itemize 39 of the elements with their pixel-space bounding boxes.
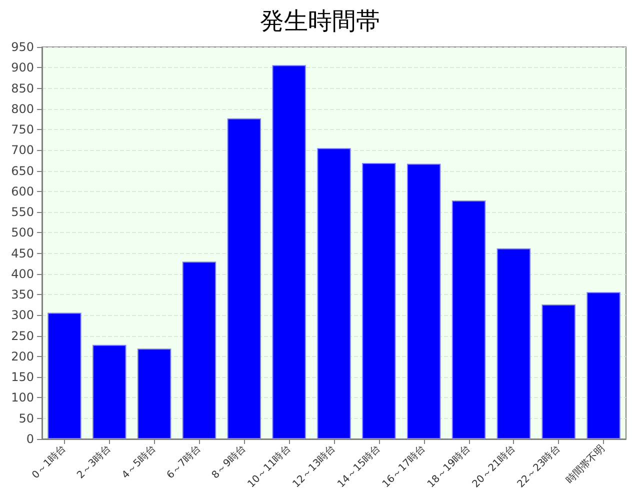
y-tick-label: 200 — [11, 349, 34, 364]
bar — [586, 292, 620, 439]
bar — [48, 312, 82, 439]
x-tick-label: 14～15時台 — [335, 442, 383, 490]
y-tick-label: 550 — [11, 205, 34, 220]
y-tick-label: 500 — [11, 226, 34, 240]
bar — [272, 65, 306, 439]
x-tick-label: 時間帯不明 — [564, 442, 608, 486]
y-tick-label: 950 — [11, 40, 34, 54]
y-tick-label: 600 — [11, 184, 34, 198]
y-tick-label: 900 — [11, 60, 34, 75]
y-tick-label: 700 — [11, 143, 34, 158]
bar — [227, 118, 261, 439]
bar — [407, 164, 441, 439]
bar — [452, 200, 486, 439]
bar — [92, 344, 126, 439]
bar — [317, 148, 351, 439]
y-tick-label: 850 — [11, 81, 34, 96]
bar — [182, 262, 216, 439]
y-tick-label: 350 — [11, 288, 34, 302]
y-tick-label: 50 — [18, 411, 34, 426]
x-tick-label: 12～13時台 — [290, 442, 338, 490]
y-tick-label: 300 — [11, 308, 34, 322]
x-tick-label: 2～3時台 — [74, 442, 114, 482]
bar — [542, 304, 576, 439]
bar — [496, 248, 531, 439]
chart-title: 発生時間帯 — [260, 7, 380, 35]
y-tick-label: 800 — [11, 102, 34, 116]
bar — [362, 162, 396, 439]
y-tick-label: 250 — [11, 328, 34, 343]
x-tick-label: 4～5時台 — [120, 442, 158, 482]
y-tick-label: 450 — [11, 246, 34, 260]
y-tick-label: 650 — [11, 164, 34, 178]
y-tick-label: 150 — [11, 370, 34, 384]
y-tick-label: 750 — [11, 122, 34, 137]
y-tick-label: 400 — [11, 266, 34, 281]
y-tick-label: 100 — [11, 390, 34, 405]
x-tick-label: 6～7時台 — [164, 442, 204, 482]
bar — [137, 348, 172, 439]
